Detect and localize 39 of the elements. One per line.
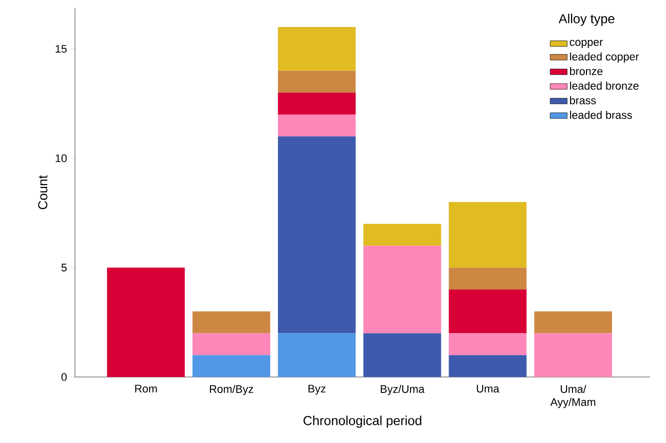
legend-label: leaded brass	[570, 110, 632, 119]
bar	[448, 268, 527, 290]
bar	[363, 246, 442, 334]
x-tick-label: Rom	[135, 384, 157, 393]
y-tick-label: 0	[61, 373, 67, 381]
bar	[363, 224, 442, 246]
bar	[107, 268, 185, 377]
x-axis-title: Chronological period	[304, 416, 422, 428]
bar	[363, 333, 442, 377]
bar	[448, 355, 527, 377]
bar	[278, 114, 356, 136]
bar	[192, 311, 270, 334]
bar	[192, 355, 270, 377]
bar	[278, 70, 356, 93]
legend-label: bronze	[570, 67, 602, 76]
bar	[192, 333, 270, 356]
bar	[534, 333, 612, 377]
bar	[448, 333, 527, 356]
bar	[278, 92, 356, 115]
bar	[448, 290, 527, 334]
legend-title: Alloy type	[558, 14, 614, 26]
legend-label: copper	[570, 40, 603, 48]
y-tick-label: 15	[56, 45, 67, 53]
bar	[534, 311, 612, 334]
legend-label: leaded copper	[570, 52, 639, 63]
x-tick-label: Rom/Byz	[210, 384, 254, 396]
bar	[278, 136, 356, 334]
y-tick-label: 10	[56, 154, 67, 162]
bar	[278, 333, 356, 377]
x-tick-label: Byz	[308, 384, 326, 395]
x-tick-label: Uma/ Ayy/Mam	[550, 384, 596, 408]
bar	[448, 202, 527, 268]
y-tick-label: 5	[61, 264, 67, 272]
x-tick-label: Byz/Uma	[380, 384, 425, 396]
bar	[278, 27, 356, 71]
x-tick-label: Uma	[476, 384, 500, 393]
y-axis-title: Count	[38, 175, 48, 210]
legend-label: leaded bronze	[570, 82, 639, 90]
legend-label: brass	[570, 96, 596, 104]
